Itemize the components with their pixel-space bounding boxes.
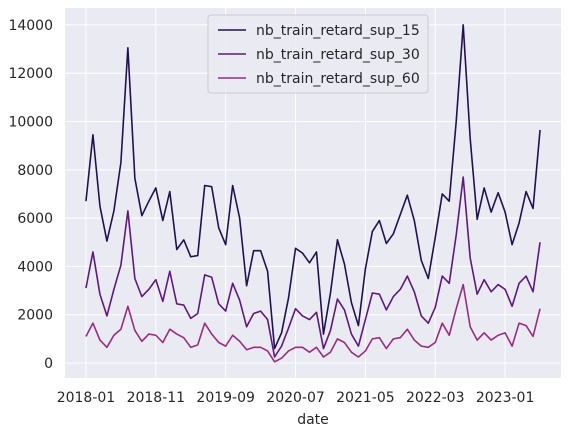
- series-line: [85, 24, 541, 350]
- legend-label: nb_train_retard_sup_30: [256, 47, 420, 63]
- y-tick-label: 10000: [8, 115, 53, 131]
- x-tick-label: 2022-03: [406, 390, 465, 406]
- x-tick-label: 2018-11: [127, 390, 186, 406]
- y-tick-label: 14000: [8, 18, 53, 34]
- x-tick-label: 2018-01: [57, 390, 116, 406]
- legend-label: nb_train_retard_sup_60: [256, 71, 420, 87]
- legend-label: nb_train_retard_sup_15: [256, 23, 420, 39]
- x-axis-label: date: [297, 412, 329, 428]
- series-line: [85, 176, 541, 358]
- y-tick-label: 8000: [17, 163, 53, 179]
- x-tick-label: 2023-01: [476, 390, 535, 406]
- x-tick-label: 2021-05: [336, 390, 395, 406]
- y-tick-label: 0: [44, 356, 53, 372]
- y-tick-label: 12000: [8, 66, 53, 82]
- legend-box: [207, 14, 429, 94]
- x-tick-label: 2020-07: [266, 390, 325, 406]
- x-tick-label: 2019-09: [196, 390, 255, 406]
- y-tick-label: 2000: [17, 308, 53, 324]
- y-tick-label: 4000: [17, 259, 53, 275]
- y-tick-label: 6000: [17, 211, 53, 227]
- legend: nb_train_retard_sup_15 nb_train_retard_su…: [207, 14, 429, 94]
- series-line: [85, 283, 541, 363]
